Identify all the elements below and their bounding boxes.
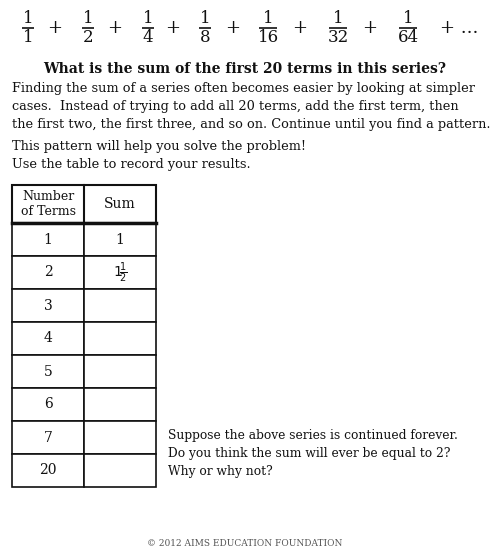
Text: 1: 1: [263, 10, 273, 27]
Text: + ...: + ...: [440, 19, 478, 37]
Text: +: +: [225, 19, 241, 37]
Text: +: +: [107, 19, 122, 37]
Text: 20: 20: [39, 463, 57, 477]
Text: 16: 16: [257, 29, 278, 46]
Bar: [12, 185, 156, 223]
Text: 2: 2: [83, 29, 93, 46]
Bar: [12, 289, 84, 322]
Bar: [12, 421, 84, 454]
Text: What is the sum of the first 20 terms in this series?: What is the sum of the first 20 terms in…: [44, 62, 446, 76]
Text: 1: 1: [23, 29, 33, 46]
Text: 1: 1: [83, 10, 93, 27]
Text: 1: 1: [333, 10, 343, 27]
Text: +: +: [363, 19, 377, 37]
Text: 1: 1: [143, 10, 153, 27]
Text: 1: 1: [116, 233, 124, 246]
Text: © 2012 AIMS EDUCATION FOUNDATION: © 2012 AIMS EDUCATION FOUNDATION: [147, 539, 343, 548]
Bar: [84, 223, 156, 256]
Text: 1: 1: [23, 10, 33, 27]
Text: +: +: [293, 19, 308, 37]
Bar: [12, 223, 84, 256]
Text: 1: 1: [200, 10, 210, 27]
Text: 64: 64: [397, 29, 418, 46]
Text: +: +: [48, 19, 63, 37]
Bar: [12, 388, 84, 421]
Text: 1: 1: [44, 233, 52, 246]
Text: 7: 7: [44, 431, 52, 445]
Bar: [84, 289, 156, 322]
Bar: [12, 355, 84, 388]
Text: +: +: [166, 19, 180, 37]
Bar: [84, 454, 156, 487]
Bar: [84, 322, 156, 355]
Text: This pattern will help you solve the problem!
Use the table to record your resul: This pattern will help you solve the pro…: [12, 140, 306, 171]
Text: Suppose the above series is continued forever.
Do you think the sum will ever be: Suppose the above series is continued fo…: [168, 430, 458, 478]
Text: 5: 5: [44, 365, 52, 379]
Text: 2: 2: [44, 265, 52, 280]
Text: $1\!\frac{1}{2}$: $1\!\frac{1}{2}$: [113, 260, 127, 285]
Text: 4: 4: [143, 29, 153, 46]
Text: Sum: Sum: [104, 197, 136, 211]
Text: 1: 1: [403, 10, 413, 27]
Bar: [84, 355, 156, 388]
Bar: [12, 256, 84, 289]
Bar: [12, 454, 84, 487]
Bar: [84, 421, 156, 454]
Bar: [84, 256, 156, 289]
Text: Number
of Terms: Number of Terms: [21, 190, 75, 218]
Text: 8: 8: [200, 29, 210, 46]
Text: Finding the sum of a series often becomes easier by looking at simpler
cases.  I: Finding the sum of a series often become…: [12, 82, 490, 131]
Bar: [84, 388, 156, 421]
Bar: [12, 322, 84, 355]
Text: 4: 4: [44, 331, 52, 346]
Text: 6: 6: [44, 397, 52, 411]
Text: 3: 3: [44, 299, 52, 312]
Text: 32: 32: [327, 29, 348, 46]
